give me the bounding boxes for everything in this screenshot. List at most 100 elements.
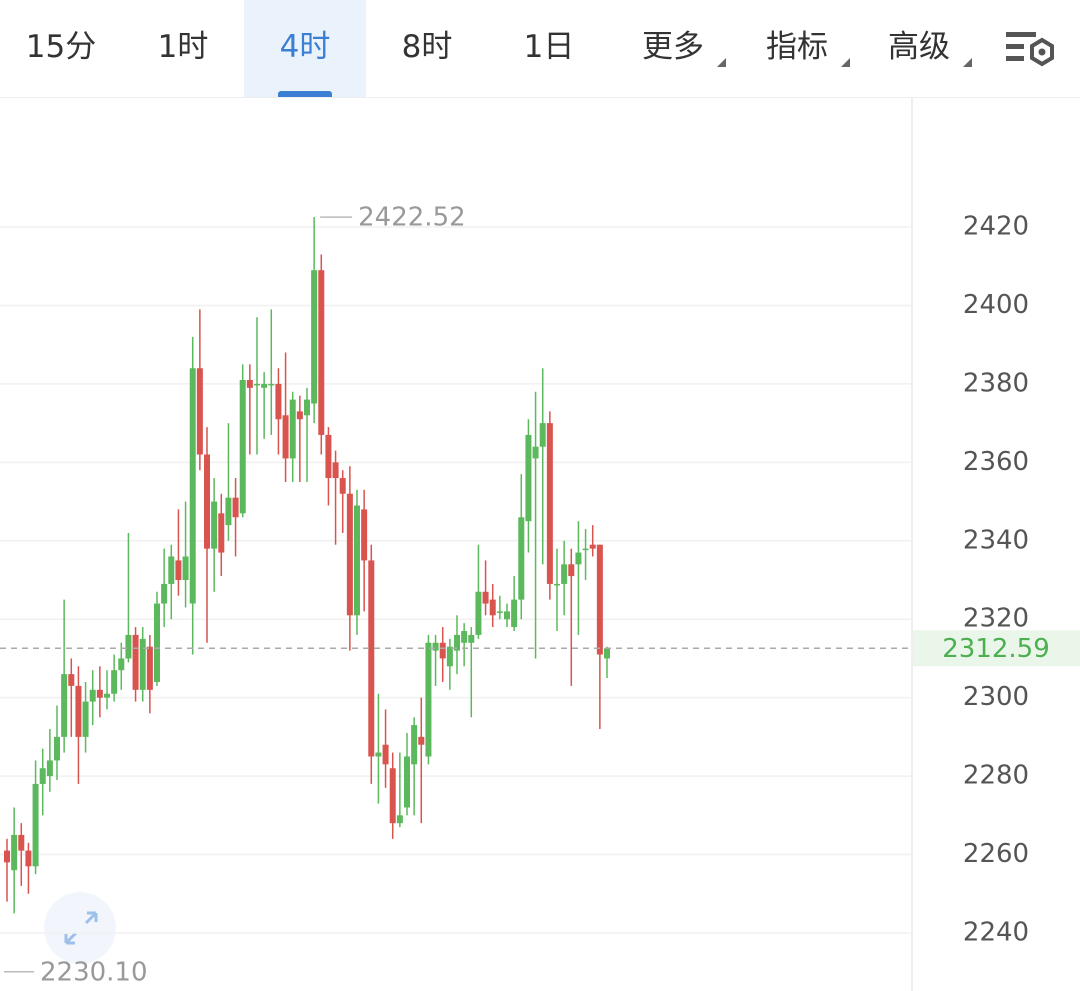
- high-label: 2422.52: [358, 203, 466, 233]
- candle-body: [268, 383, 275, 386]
- candle-body: [96, 689, 103, 698]
- candle-body: [82, 701, 89, 737]
- candle-body: [246, 380, 253, 388]
- y-tick-label: 2300: [963, 682, 1029, 712]
- candle-body: [418, 736, 425, 745]
- candle-body: [11, 834, 18, 871]
- candle-body: [539, 423, 546, 447]
- candle-body: [61, 674, 68, 737]
- candle-body: [382, 744, 389, 765]
- candle-body: [561, 564, 568, 584]
- candle-body: [425, 642, 432, 757]
- candle-body: [554, 583, 560, 586]
- candle-body: [432, 642, 439, 651]
- candle-body: [396, 815, 403, 824]
- candle-body: [32, 783, 39, 867]
- candle-body: [389, 768, 396, 824]
- candle-body: [139, 638, 146, 690]
- candle-body: [332, 462, 339, 479]
- tab[interactable]: 高级: [858, 0, 980, 97]
- candle-body: [589, 544, 596, 549]
- candle-body: [596, 544, 603, 655]
- candle-body: [339, 478, 346, 494]
- candle-body: [132, 634, 139, 690]
- candle-body: [325, 434, 332, 479]
- tab[interactable]: 1日: [523, 29, 575, 65]
- candle-body: [161, 583, 168, 604]
- candle-body: [311, 270, 318, 404]
- candle-body: [525, 434, 532, 522]
- settings-icon[interactable]: [1004, 28, 1056, 68]
- candle-body: [104, 693, 110, 698]
- tab[interactable]: 更多: [612, 0, 734, 97]
- tab[interactable]: 1时: [157, 29, 209, 65]
- candle-body: [25, 850, 32, 867]
- candle-body: [68, 674, 75, 686]
- candle-body: [261, 383, 268, 388]
- tab-bar: 15分 1时 4时 8时 1日 更多 指标 高级: [0, 0, 1080, 98]
- candle-body: [604, 648, 610, 659]
- candle-body: [118, 658, 125, 671]
- candle-body: [111, 670, 118, 694]
- candle-body: [511, 599, 518, 628]
- candle-body: [575, 552, 582, 565]
- candle-body: [368, 560, 375, 757]
- candle-body: [4, 850, 10, 863]
- candle-body: [439, 642, 446, 659]
- candle-body: [496, 611, 503, 613]
- candle-body: [154, 603, 160, 682]
- low-label: 2230.10: [40, 957, 148, 987]
- candle-body: [196, 368, 203, 455]
- candle-body: [468, 634, 475, 643]
- y-tick-label: 2420: [963, 212, 1029, 242]
- candle-body: [318, 270, 325, 435]
- candle-body: [354, 505, 360, 616]
- candle-body: [175, 560, 182, 581]
- candle-body: [218, 513, 225, 553]
- candle-body: [146, 646, 153, 690]
- last-price-box: [913, 630, 1080, 667]
- candle-body: [504, 611, 510, 620]
- y-tick-label: 2400: [963, 290, 1029, 320]
- candle-body: [204, 454, 210, 549]
- tab[interactable]: 15分: [25, 29, 97, 65]
- candle-body: [239, 380, 246, 514]
- y-tick-label: 2340: [963, 525, 1029, 555]
- candle-body: [518, 517, 525, 600]
- candle-body: [182, 556, 189, 581]
- candle-body: [296, 411, 303, 420]
- candle-body: [582, 548, 589, 551]
- candle-body: [568, 564, 575, 577]
- y-tick-label: 2280: [963, 761, 1029, 791]
- candle-body: [211, 501, 218, 549]
- candle-body: [346, 493, 353, 616]
- candle-body: [482, 591, 489, 604]
- candle-body: [404, 756, 410, 808]
- tab[interactable]: 4时: [244, 0, 366, 97]
- candle-body: [375, 752, 382, 757]
- candle-body: [225, 497, 232, 526]
- candle-body: [461, 630, 468, 643]
- y-tick-label: 2360: [963, 447, 1029, 477]
- candle-body: [254, 383, 260, 386]
- candle-body: [454, 634, 460, 651]
- candle-body: [125, 634, 132, 659]
- y-tick-label: 2320: [963, 604, 1029, 634]
- tab[interactable]: 指标: [736, 0, 858, 97]
- y-tick-label: 2260: [963, 839, 1029, 869]
- candle-body: [189, 368, 196, 604]
- candle-body: [89, 689, 96, 702]
- tab[interactable]: 8时: [401, 29, 453, 65]
- candle-body: [532, 446, 539, 459]
- chart: 2240 2260 2280 2300 2320 2340 2360 2380 2400 2420…: [0, 98, 1080, 991]
- candle-body: [18, 834, 25, 851]
- candle-body: [282, 415, 289, 459]
- candle-body: [446, 646, 453, 667]
- y-tick-label: 2380: [963, 368, 1029, 398]
- candle-body: [232, 497, 239, 518]
- candle-body: [289, 399, 296, 459]
- candle-body: [46, 760, 53, 777]
- candle-body: [54, 736, 60, 761]
- y-tick-label: 2240: [963, 917, 1029, 947]
